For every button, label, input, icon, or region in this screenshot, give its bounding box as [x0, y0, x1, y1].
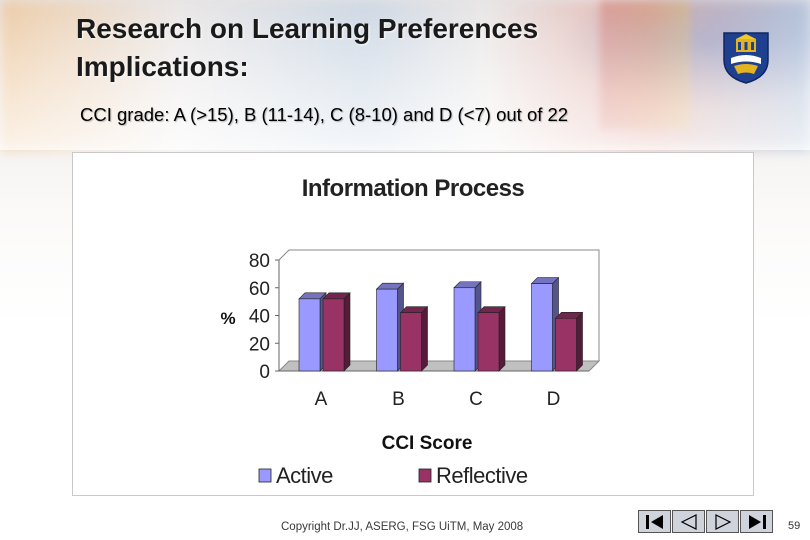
first-slide-button[interactable]	[638, 510, 671, 533]
bar	[322, 292, 351, 372]
bar-front	[298, 298, 321, 372]
copyright-footer: Copyright Dr.JJ, ASERG, FSG UiTM, May 20…	[281, 521, 524, 533]
bar	[453, 281, 482, 372]
y-tick-label: 0	[259, 362, 270, 383]
bar-side	[576, 311, 583, 372]
bar-front	[453, 287, 476, 372]
plot-area: 0 20 40 60 80 A B C D	[249, 249, 601, 410]
bar	[298, 292, 327, 372]
x-axis-label: CCI Score	[382, 433, 473, 454]
bar-front	[322, 298, 345, 372]
legend-swatch	[418, 468, 432, 483]
x-tick-label: C	[469, 389, 483, 410]
legend-swatch	[258, 468, 272, 483]
bar	[554, 311, 584, 372]
y-tick-label: 60	[249, 279, 270, 300]
first-icon	[645, 514, 663, 529]
next-slide-button[interactable]	[706, 510, 739, 533]
previous-icon	[680, 513, 697, 530]
bar-front	[531, 283, 553, 372]
information-process-chart: Information Process % CCI Score 0 20 40 60 8…	[220, 175, 601, 488]
bar	[477, 306, 506, 372]
legend-label: Active	[276, 463, 333, 488]
university-crest-logo-icon	[723, 32, 769, 84]
y-tick-label: 40	[249, 307, 270, 328]
chart-legend: Active Reflective	[258, 463, 528, 488]
bar	[375, 282, 405, 372]
chart-title: Information Process	[302, 175, 525, 202]
x-tick-label: D	[547, 389, 561, 410]
bar-front	[477, 312, 500, 372]
bar-side	[498, 306, 506, 372]
bar-front	[555, 317, 577, 372]
y-axis-label: %	[220, 309, 235, 328]
slide-subtitle: CCI grade: A (>15), B (11-14), C (8-10) …	[80, 104, 569, 125]
legend-label: Reflective	[436, 463, 528, 488]
bar-side	[343, 292, 351, 372]
y-tick-label: 80	[249, 251, 270, 272]
last-slide-button[interactable]	[740, 510, 773, 533]
chart-container: Information Process % CCI Score 0 20 40 60 8…	[72, 152, 754, 496]
slide-title: Research on Learning Preferences Implica…	[76, 13, 539, 82]
bar-front	[400, 312, 422, 372]
last-icon	[748, 514, 766, 529]
previous-slide-button[interactable]	[672, 510, 705, 533]
next-icon	[714, 513, 731, 530]
y-tick-label: 20	[249, 334, 270, 355]
bar	[530, 276, 560, 372]
bar-front	[376, 288, 398, 372]
bar-side	[421, 306, 428, 372]
x-tick-label: B	[392, 389, 405, 410]
x-tick-label: A	[315, 389, 328, 410]
bar	[399, 306, 429, 372]
page-number: 59	[788, 520, 801, 532]
slide-navigation	[638, 510, 774, 535]
